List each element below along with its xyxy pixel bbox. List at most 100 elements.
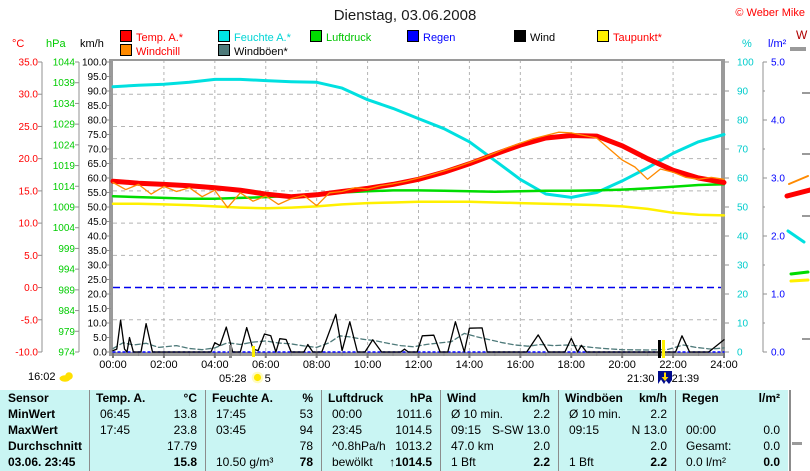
axis-tick-label: 1029 xyxy=(53,120,76,131)
table-cell-info: Ø 10 min. xyxy=(569,407,622,421)
x-minor-tick xyxy=(698,353,700,356)
x-minor-tick xyxy=(443,353,445,356)
x-minor-tick xyxy=(137,353,139,356)
table-header-regen: Regen xyxy=(682,391,719,405)
table-header-unit: hPa xyxy=(409,391,432,405)
table-cell-info: ^0.8hPa/h xyxy=(332,439,386,453)
axis-tick-label: 30 xyxy=(737,261,749,272)
table-cell-value: 23.8 xyxy=(173,423,197,437)
axis-tick-label: 1039 xyxy=(53,78,76,89)
table-cell-value: 1013.2 xyxy=(395,439,432,453)
table-cell-info: 10.50 g/m³ xyxy=(216,455,274,469)
table-cell-info: Ø 10 min. xyxy=(451,407,504,421)
legend-swatch xyxy=(407,30,419,42)
axis-tick-label: 45.0 xyxy=(88,217,108,228)
x-minor-tick xyxy=(290,353,292,356)
x-minor-tick xyxy=(494,353,496,356)
axis-tick-label: 0 xyxy=(737,348,743,359)
axis-tick-label: 55.0 xyxy=(88,188,108,199)
axis-tick-label: 90.0 xyxy=(88,87,108,98)
sunset-annotation: 21:30 21:39 xyxy=(627,371,699,385)
axis-tick-label: 5.0 xyxy=(24,251,38,262)
table-header-unit: km/h xyxy=(521,391,550,405)
legend-item-windböen-: Windböen* xyxy=(218,44,288,58)
axis-tick-label: 24:00 xyxy=(710,359,738,371)
axis-tick-label: 00:00 xyxy=(99,359,127,371)
table-header-feuchte-a-: Feuchte A. xyxy=(212,391,273,405)
legend-swatch xyxy=(120,44,132,56)
axis-tick-label: 80 xyxy=(737,116,749,127)
x-tick xyxy=(264,353,267,358)
axis-event-mark xyxy=(662,340,665,358)
table-divider xyxy=(675,390,676,471)
x-tick xyxy=(162,353,165,358)
axis-tick-label: 1004 xyxy=(53,223,76,234)
legend-item-luftdruck: Luftdruck xyxy=(310,30,372,44)
table-cell-info: 23:45 xyxy=(332,423,363,437)
x-minor-tick xyxy=(341,353,343,356)
series-taupunkt xyxy=(111,200,726,217)
sunrise-time: 05:28 xyxy=(219,373,247,385)
x-minor-tick xyxy=(596,353,598,356)
axis-tick-label: 974 xyxy=(58,348,75,359)
axis-tick-label: 984 xyxy=(58,306,75,317)
table-row-label: Durchschnitt xyxy=(8,439,83,453)
table-cell-info: 09:15 xyxy=(451,423,482,437)
legend-item-temp-a-: Temp. A.* xyxy=(120,30,184,44)
x-tick xyxy=(315,353,318,358)
table-cell-value: 1011.6 xyxy=(396,407,432,421)
axis-tick-label: 20:00 xyxy=(608,359,636,371)
axis-event-mark xyxy=(658,340,661,358)
table-cell-value: 1014.5 xyxy=(395,423,432,437)
axis-tick-label: 75.0 xyxy=(88,130,108,141)
table-cell-value: 2.2 xyxy=(650,455,667,469)
table-divider xyxy=(321,390,322,471)
axis-tick-label: 100 xyxy=(737,58,754,69)
axis-event-mark xyxy=(229,345,232,358)
x-tick xyxy=(723,353,725,358)
table-header-windböen: Windböen xyxy=(565,391,623,405)
plot-frame-bottom xyxy=(109,352,725,356)
legend-item-regen: Regen xyxy=(407,30,455,44)
x-tick xyxy=(468,353,471,358)
table-cell-info: 17:45 xyxy=(100,423,131,437)
axis-tick-label: 80.0 xyxy=(88,116,108,127)
axis-tick-label: 50 xyxy=(737,203,749,214)
table-cell-info: 0.0 l/m² xyxy=(686,455,727,469)
axis-tick-label: 40 xyxy=(737,232,749,243)
legend-label: Temp. A.* xyxy=(136,32,184,44)
table-cell-info: 1 Bft xyxy=(569,455,594,469)
axis-tick-label: -5.0 xyxy=(21,315,39,326)
table-cell-value: 0.0 xyxy=(763,439,780,453)
legend-label: Windböen* xyxy=(234,46,288,58)
axis-tick-label: 979 xyxy=(58,327,75,338)
table-header-sensor: Sensor xyxy=(8,391,49,405)
table-row-label: 03.06. 23:45 xyxy=(8,455,76,469)
x-tick xyxy=(417,353,420,358)
axis-tick-label: 02:00 xyxy=(150,359,178,371)
table-cell-value: 17.79 xyxy=(166,439,197,453)
cutoff-series-fragment xyxy=(784,187,810,199)
axis-tick-label: 35.0 xyxy=(88,246,108,257)
legend-swatch xyxy=(310,30,322,42)
cutoff-tick xyxy=(802,153,810,155)
table-background xyxy=(0,390,788,471)
table-divider xyxy=(558,390,559,471)
moon-icon xyxy=(59,372,73,382)
table-cell-value: 94 xyxy=(299,423,313,437)
x-minor-tick xyxy=(545,353,547,356)
axis-tick-label: 15.0 xyxy=(19,186,39,197)
axis-tick-label: 08:00 xyxy=(303,359,331,371)
axis-tick-label: 06:00 xyxy=(252,359,280,371)
cutoff-tick xyxy=(802,215,810,217)
table-divider xyxy=(440,390,441,471)
axis-tick-label: 90 xyxy=(737,87,749,98)
axis-tick-label: 30.0 xyxy=(88,261,108,272)
legend-label: Luftdruck xyxy=(326,32,372,44)
table-cell-value: 78 xyxy=(299,439,313,453)
table-header-temp-a-: Temp. A. xyxy=(96,391,146,405)
axis-tick-label: 5.0 xyxy=(771,58,785,69)
axis-tick-label: 1044 xyxy=(53,58,76,69)
axis-tick-label: 1024 xyxy=(53,140,76,151)
